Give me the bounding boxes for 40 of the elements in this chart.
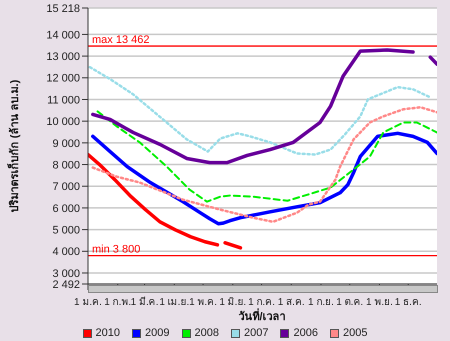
y-tick-label: 14 000 [46,29,80,42]
legend-label: 2006 [293,327,318,339]
x-tick-label: 1 มี.ค. [130,296,159,308]
y-tick-label: 7 000 [52,181,80,194]
y-tick-label: 12 000 [46,72,80,85]
x-tick-label: 1 พ.ย. [366,297,393,308]
y-tick-label: 8 000 [52,159,80,172]
y-tick-label: 10 000 [46,116,80,128]
line-series [91,132,437,226]
y-tick-label: 3 000 [52,268,80,280]
legend-label: 2010 [96,327,120,339]
x-tick-label: 1 มิ.ย. [219,297,246,308]
y-tick-label: 6 000 [52,202,80,215]
y-tick-label: 11 000 [47,94,80,106]
line-series [96,110,437,203]
y-axis-title: ปริมาตรเก็บกัก (ล้าน ลบ.ม.) [6,79,21,212]
x-tick-label: 1 พ.ค. [189,297,218,308]
x-tick-label: 1 ก.ย. [308,297,334,308]
legend-label: 2005 [342,327,368,339]
x-tick-label: 1 ต.ค. [336,297,364,308]
legend-label: 2009 [145,327,170,339]
y-tick-label: 9 000 [52,138,80,150]
x-tick-label: 1 ก.ค. [248,297,275,308]
line-series [92,106,437,224]
line-series [88,66,432,156]
legend-label: 2007 [244,327,268,339]
x-tick-label: 1 ธ.ค. [394,297,422,308]
legend-label: 2008 [194,327,219,339]
x-tick-label: 1 ม.ค. [74,297,102,308]
ref-line-label: min 3 800 [92,244,140,256]
x-tick-label: 1 เม.ย. [159,297,190,308]
ref-line-label: max 13 462 [92,34,150,46]
y-tick-label: 15 218 [46,2,80,15]
y-tick-label: 13 000 [46,51,80,64]
y-tick-label: 2 492 [52,278,80,291]
x-axis-title: วันที่/เวลา [238,308,286,323]
x-tick-label: 1 ก.พ. [104,297,132,308]
y-tick-label: 4 000 [52,246,80,258]
y-tick-label: 5 000 [52,224,80,237]
x-tick-label: 1 ส.ค. [278,297,305,308]
